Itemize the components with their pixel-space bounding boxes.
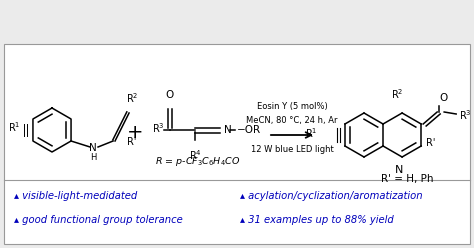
- Text: +: +: [127, 123, 143, 142]
- Text: R$^1$: R$^1$: [305, 126, 318, 140]
- FancyBboxPatch shape: [4, 44, 470, 244]
- Text: O: O: [439, 93, 447, 103]
- Text: N: N: [224, 125, 232, 135]
- Text: R = $p$-CF$_3$C$_6$H$_4$CO: R = $p$-CF$_3$C$_6$H$_4$CO: [155, 155, 241, 168]
- Text: 12 W blue LED light: 12 W blue LED light: [251, 145, 333, 154]
- Text: Eosin Y (5 mol%): Eosin Y (5 mol%): [256, 102, 328, 112]
- Text: H: H: [90, 153, 96, 161]
- Text: MeCN, 80 °C, 24 h, Ar: MeCN, 80 °C, 24 h, Ar: [246, 117, 338, 125]
- Text: R$^2$: R$^2$: [391, 87, 403, 101]
- Text: ▴ good functional group tolerance: ▴ good functional group tolerance: [14, 215, 183, 225]
- Text: ▴ visible-light-medidated: ▴ visible-light-medidated: [14, 191, 137, 201]
- Text: ▴ acylation/cyclization/aromatization: ▴ acylation/cyclization/aromatization: [240, 191, 423, 201]
- Text: R$^4$: R$^4$: [189, 148, 201, 162]
- Text: R': R': [127, 137, 137, 147]
- Text: R': R': [426, 138, 436, 148]
- Text: ▴ 31 examples up to 88% yield: ▴ 31 examples up to 88% yield: [240, 215, 394, 225]
- Text: −OR: −OR: [237, 125, 261, 135]
- Text: R$^2$: R$^2$: [126, 91, 138, 105]
- Text: O: O: [166, 90, 174, 100]
- Text: R$^3$: R$^3$: [459, 108, 472, 122]
- Text: N: N: [89, 143, 97, 153]
- Text: N: N: [395, 165, 403, 175]
- Text: R' = H, Ph: R' = H, Ph: [381, 174, 433, 184]
- Text: R$^3$: R$^3$: [152, 121, 164, 135]
- Text: R$^1$: R$^1$: [8, 120, 20, 134]
